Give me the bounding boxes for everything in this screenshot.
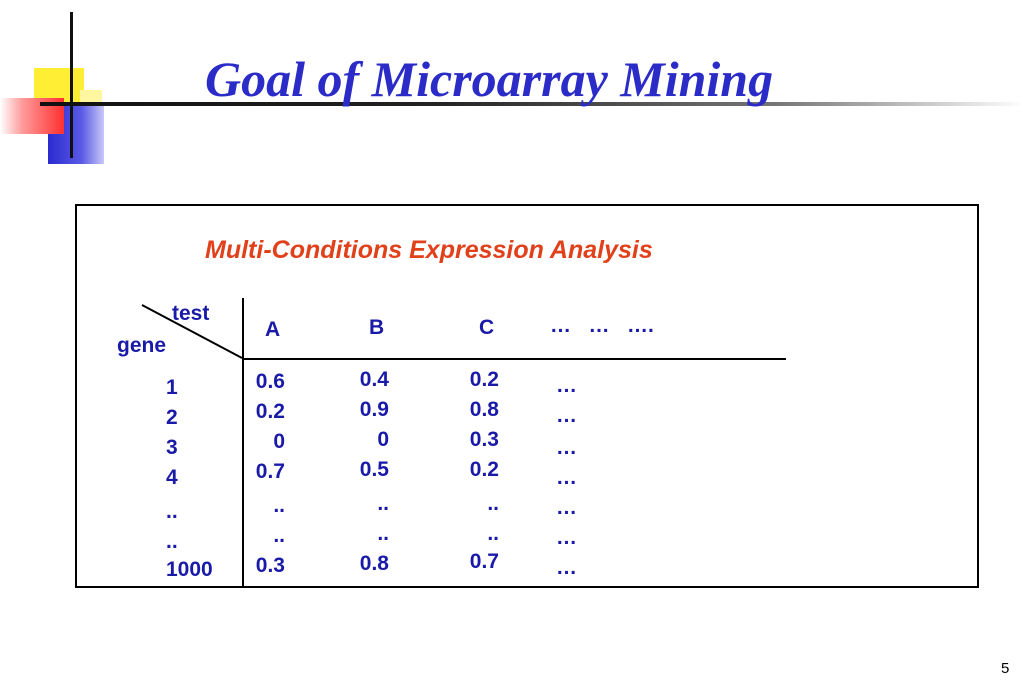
cell-c: 0.2 <box>469 458 499 481</box>
cell-c: .. <box>487 492 499 515</box>
gene-cell: 1 <box>166 376 178 399</box>
gene-cell: .. <box>166 500 178 523</box>
cell-more: … <box>556 556 577 579</box>
cell-a: 0.3 <box>255 554 285 577</box>
cell-more: … <box>556 526 577 549</box>
gene-cell: 3 <box>166 436 178 459</box>
column-header-b: B <box>369 316 385 339</box>
slide-title: Goal of Microarray Mining <box>205 51 774 107</box>
cell-a: .. <box>273 494 285 517</box>
cell-c: 0.7 <box>469 550 499 573</box>
column-header-a: A <box>265 318 281 341</box>
cell-b: 0.4 <box>359 368 389 391</box>
cell-a: 0.2 <box>255 400 285 423</box>
gene-cell: 1000 <box>166 558 213 581</box>
gene-cell: .. <box>166 530 178 553</box>
cell-b: .. <box>377 492 389 515</box>
gene-cell: 2 <box>166 406 178 429</box>
cell-more: … <box>556 466 577 489</box>
column-header-c: C <box>479 316 495 339</box>
decorative-logo <box>0 40 130 164</box>
cell-more: … <box>556 436 577 459</box>
cell-c: 0.8 <box>469 398 499 421</box>
gene-cell: 4 <box>166 466 178 489</box>
table-frame <box>75 204 979 588</box>
cell-b: 0 <box>377 428 389 451</box>
page-number: 5 <box>1001 660 1010 677</box>
cell-c: 0.2 <box>469 368 499 391</box>
table-header-divider <box>243 358 786 360</box>
table-vertical-divider <box>242 298 244 588</box>
cell-more: … <box>556 374 577 397</box>
cell-more: … <box>556 404 577 427</box>
header-test-label: test <box>172 302 210 325</box>
cell-a: 0 <box>273 430 285 453</box>
cell-more: … <box>556 496 577 519</box>
cell-b: .. <box>377 522 389 545</box>
cell-b: 0.8 <box>359 552 389 575</box>
cell-c: .. <box>487 522 499 545</box>
cell-b: 0.9 <box>359 398 389 421</box>
header-gene-label: gene <box>117 334 167 357</box>
cell-a: 0.7 <box>255 460 285 483</box>
column-header-more: … … …. <box>550 314 654 337</box>
cell-a: .. <box>273 524 285 547</box>
cell-c: 0.3 <box>469 428 499 451</box>
cell-b: 0.5 <box>359 458 389 481</box>
logo-vertical-line <box>70 12 73 158</box>
table-subtitle: Multi-Conditions Expression Analysis <box>205 236 653 264</box>
title-underline <box>40 102 1023 106</box>
cell-a: 0.6 <box>255 370 285 393</box>
